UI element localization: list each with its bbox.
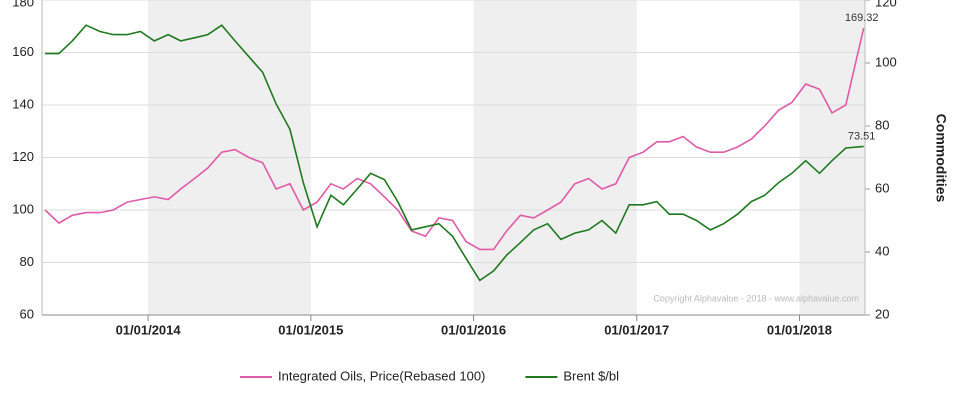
y-tick-label: 180	[12, 0, 34, 9]
y-tick-label: 60	[20, 306, 34, 321]
y-tick-label: 160	[12, 44, 34, 59]
y2-tick-label: 100	[875, 54, 897, 69]
y2-tick-label: 120	[875, 0, 897, 9]
series-line	[44, 27, 865, 251]
y2-tick-label: 80	[875, 117, 889, 132]
y-tick-label: 80	[20, 254, 34, 269]
y-tick-label: 140	[12, 96, 34, 111]
y-tick-label: 100	[12, 201, 34, 216]
credit: Copyright Alphavalue - 2018 - www.alphav…	[653, 293, 859, 303]
x-tick-label: 01/01/2015	[278, 322, 343, 337]
x-tick-label: 01/01/2016	[441, 322, 506, 337]
last-value-label: 73.51	[848, 130, 876, 142]
series-line	[45, 24, 864, 282]
x-tick-label: 01/01/2018	[767, 322, 832, 337]
y2-axis-label: Commodities	[933, 114, 949, 203]
x-tick-label: 01/01/2017	[604, 322, 669, 337]
legend: Integrated Oils, Price(Rebased 100) Brent…	[240, 368, 619, 383]
y2-tick-label: 20	[875, 306, 889, 321]
legend-label: Brent $/bl	[563, 368, 619, 383]
legend-label: Integrated Oils, Price(Rebased 100)	[278, 368, 485, 383]
y2-tick-label: 40	[875, 243, 889, 258]
y2-tick-label: 60	[875, 180, 889, 195]
last-value-label: 169.32	[845, 12, 879, 24]
y-tick-label: 120	[12, 149, 34, 164]
x-tick-label: 01/01/2014	[116, 322, 182, 337]
